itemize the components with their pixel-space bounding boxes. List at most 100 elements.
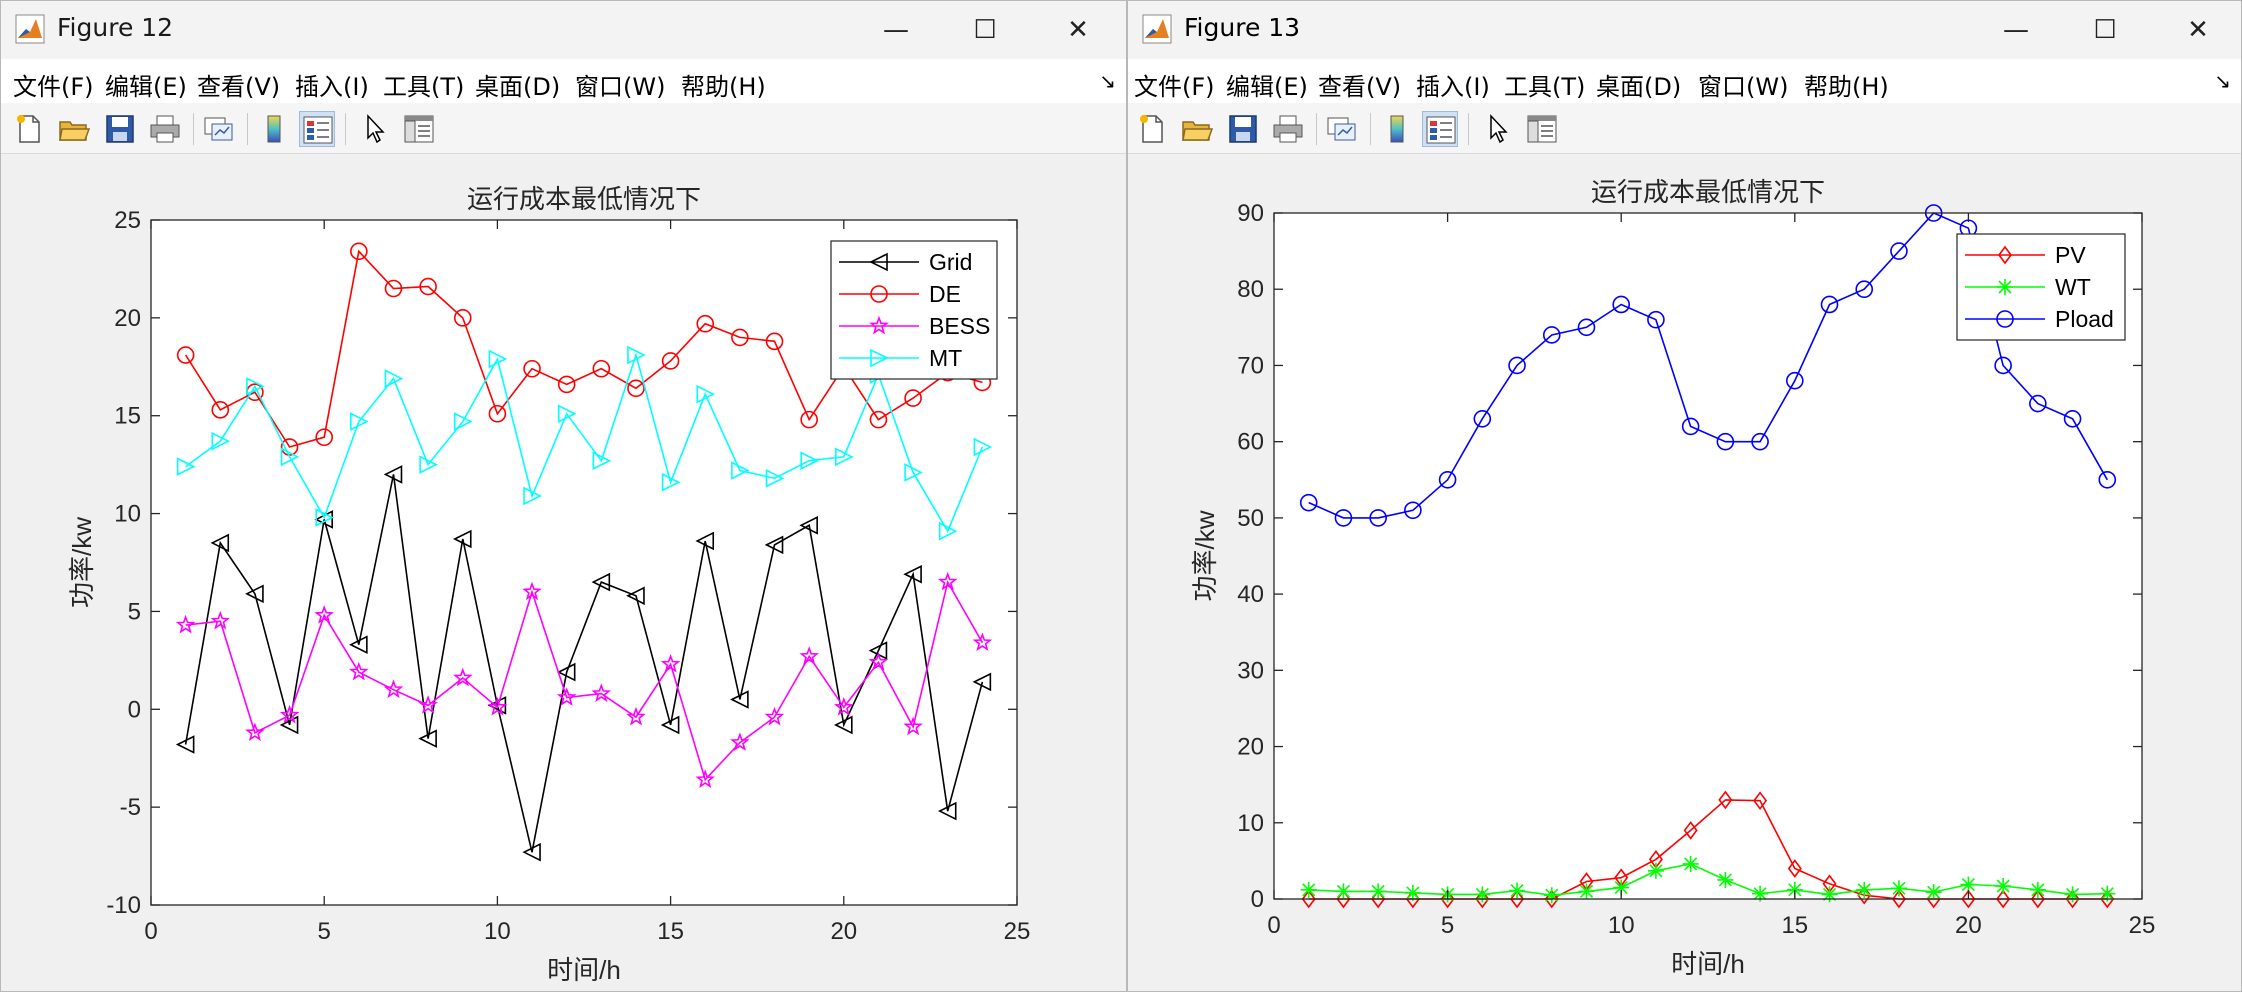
data-point <box>731 328 749 347</box>
data-point <box>488 404 507 423</box>
property-inspector-icon[interactable] <box>401 111 437 147</box>
data-point <box>1786 881 1803 898</box>
data-point <box>592 451 612 471</box>
chart-figure-13: 0 5 10 15 20 25 0 10 20 30 40 50 60 70 80 90 运行成本最低情况下时间… <box>1190 177 2155 979</box>
data-point <box>2064 886 2081 903</box>
data-point <box>764 706 785 726</box>
data-point <box>1785 371 1804 390</box>
y-tick-label: 15 <box>114 403 141 430</box>
data-point <box>1717 871 1734 888</box>
menu-tools[interactable]: 工具(T) <box>383 73 465 101</box>
data-point <box>1404 884 1421 901</box>
menu-window[interactable]: 窗口(W) <box>575 73 666 101</box>
toolbar-separator <box>1370 113 1371 145</box>
data-point <box>1857 885 1872 905</box>
property-inspector-icon[interactable] <box>1524 111 1560 147</box>
menu-desktop[interactable]: 桌面(D) <box>475 73 561 101</box>
menu-insert[interactable]: 插入(I) <box>295 73 369 101</box>
save-icon[interactable] <box>1225 111 1261 147</box>
legend-icon[interactable] <box>1422 111 1458 147</box>
data-point <box>245 584 264 604</box>
data-point <box>973 437 993 457</box>
y-tick-label: 20 <box>1237 734 1264 761</box>
open-file-icon[interactable] <box>56 111 92 147</box>
x-tick-label: 0 <box>144 918 157 945</box>
x-axis-label: 时间/h <box>547 955 621 985</box>
y-tick-label: 50 <box>1237 505 1264 532</box>
figure-area: 0 5 10 15 20 25 -10 -5 0 5 10 15 20 25 运行成本最低情况下 时间/h 功率… <box>1 154 1126 991</box>
legend-marker <box>870 285 888 303</box>
data-point <box>730 732 750 751</box>
y-axis-label: 功率/kw <box>1190 510 1220 601</box>
legend-label: PV <box>2055 242 2086 268</box>
save-icon[interactable] <box>102 111 138 147</box>
legend-label: WT <box>2055 274 2091 300</box>
data-point <box>868 651 889 671</box>
menu-insert[interactable]: 插入(I) <box>1416 73 1490 101</box>
maximize-button[interactable]: ☐ <box>973 15 997 45</box>
menu-window[interactable]: 窗口(W) <box>1698 73 1789 101</box>
y-tick-label: 90 <box>1237 200 1264 227</box>
menu-view[interactable]: 查看(V) <box>1318 73 1402 101</box>
menu-help[interactable]: 帮助(H) <box>681 73 766 101</box>
menu-edit[interactable]: 编辑(E) <box>1226 73 1308 101</box>
print-icon[interactable] <box>147 111 183 147</box>
maximize-button[interactable]: ☐ <box>2093 15 2117 45</box>
data-point <box>2098 470 2117 489</box>
open-file-icon[interactable] <box>1179 111 1215 147</box>
title-bar[interactable]: Figure 13 — ☐ ✕ <box>1128 1 2241 59</box>
legend-icon[interactable] <box>299 111 335 147</box>
data-point <box>800 451 819 471</box>
menu-view[interactable]: 查看(V) <box>197 73 281 101</box>
y-tick-label: 60 <box>1237 429 1264 456</box>
data-point <box>210 533 230 553</box>
data-point <box>279 715 299 735</box>
data-point <box>2065 889 2080 909</box>
menu-desktop[interactable]: 桌面(D) <box>1596 73 1682 101</box>
data-point <box>1682 855 1699 872</box>
minimize-button[interactable]: — <box>883 15 909 45</box>
new-figure-icon[interactable] <box>1134 111 1170 147</box>
y-tick-label: 40 <box>1237 581 1264 608</box>
data-point <box>1994 356 2012 375</box>
x-tick-label: 10 <box>1608 912 1635 939</box>
x-tick-label: 5 <box>318 918 331 945</box>
pointer-icon[interactable] <box>356 111 392 147</box>
data-point <box>660 654 681 673</box>
minimize-button[interactable]: — <box>2003 15 2029 45</box>
dock-arrow-icon[interactable]: ↘ <box>1099 69 1116 93</box>
y-tick-label: 0 <box>1251 886 1264 913</box>
dock-arrow-icon[interactable]: ↘ <box>2214 69 2231 93</box>
link-plot-icon[interactable] <box>201 111 237 147</box>
close-button[interactable]: ✕ <box>2187 15 2209 45</box>
pointer-icon[interactable] <box>1479 111 1515 147</box>
new-figure-icon[interactable] <box>11 111 47 147</box>
menu-help[interactable]: 帮助(H) <box>1804 73 1889 101</box>
x-axis-label: 时间/h <box>1671 949 1745 979</box>
legend-marker <box>1998 245 2012 265</box>
data-point <box>764 535 784 555</box>
colorbar-icon[interactable] <box>1379 111 1415 147</box>
colorbar-icon[interactable] <box>256 111 292 147</box>
data-point <box>696 384 716 404</box>
menu-edit[interactable]: 编辑(E) <box>105 73 187 101</box>
data-point <box>834 447 854 467</box>
link-plot-icon[interactable] <box>1324 111 1360 147</box>
menu-bar: 文件(F) 编辑(E) 查看(V) 插入(I) 工具(T) 桌面(D) 窗口(W… <box>1128 59 2241 103</box>
x-tick-label: 0 <box>1267 912 1280 939</box>
print-icon[interactable] <box>1270 111 1306 147</box>
data-point <box>626 586 645 606</box>
menu-file[interactable]: 文件(F) <box>1134 73 1215 101</box>
data-point <box>1996 889 2011 909</box>
y-tick-label: 70 <box>1237 352 1264 379</box>
menu-tools[interactable]: 工具(T) <box>1504 73 1586 101</box>
title-bar[interactable]: Figure 12 — ☐ ✕ <box>1 1 1126 59</box>
y-tick-label: 10 <box>1237 810 1264 837</box>
data-point <box>695 531 715 551</box>
data-point <box>1820 295 1839 314</box>
menu-file[interactable]: 文件(F) <box>13 73 94 101</box>
data-point <box>488 349 508 369</box>
data-point <box>1856 881 1873 898</box>
close-button[interactable]: ✕ <box>1067 15 1089 45</box>
data-point <box>627 379 645 398</box>
